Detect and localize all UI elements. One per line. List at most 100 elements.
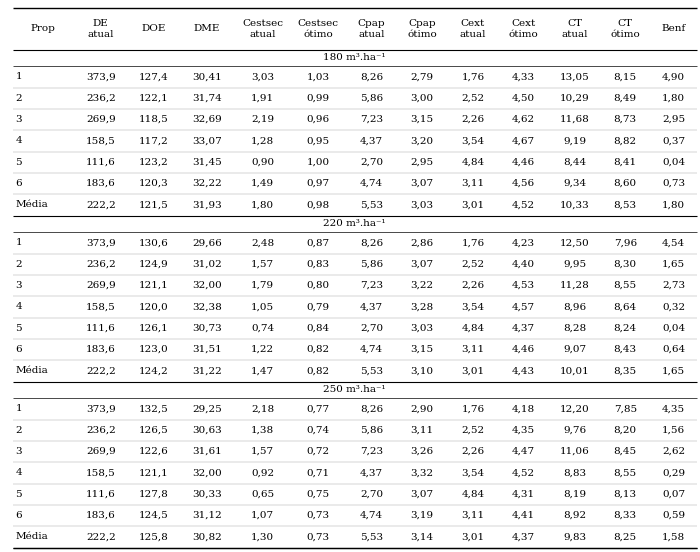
Text: 4,46: 4,46	[512, 345, 536, 354]
Text: 7,23: 7,23	[360, 281, 383, 290]
Text: 130,6: 130,6	[139, 238, 169, 247]
Text: DME: DME	[194, 24, 220, 34]
Text: 1,57: 1,57	[251, 260, 274, 269]
Text: 3,03: 3,03	[251, 72, 274, 81]
Text: 0,99: 0,99	[307, 94, 330, 103]
Text: 1,49: 1,49	[251, 179, 274, 188]
Text: 183,6: 183,6	[86, 179, 116, 188]
Text: 8,55: 8,55	[614, 281, 637, 290]
Text: 3,20: 3,20	[411, 136, 434, 145]
Text: 5,86: 5,86	[360, 260, 383, 269]
Text: 3: 3	[15, 115, 22, 124]
Text: 31,61: 31,61	[193, 447, 222, 456]
Text: 118,5: 118,5	[139, 115, 169, 124]
Text: 123,0: 123,0	[139, 345, 169, 354]
Text: 0,29: 0,29	[662, 469, 685, 477]
Text: 2,70: 2,70	[360, 324, 383, 333]
Text: 236,2: 236,2	[86, 260, 116, 269]
Text: Prop: Prop	[30, 24, 55, 34]
Text: 2,86: 2,86	[411, 238, 434, 247]
Text: 2,70: 2,70	[360, 158, 383, 167]
Text: Cext
atual: Cext atual	[460, 19, 486, 39]
Text: 4,84: 4,84	[461, 324, 484, 333]
Text: 4,47: 4,47	[512, 447, 536, 456]
Text: 4,74: 4,74	[360, 345, 383, 354]
Text: 126,1: 126,1	[139, 324, 169, 333]
Text: Média: Média	[15, 200, 48, 209]
Text: 8,26: 8,26	[360, 72, 383, 81]
Text: 269,9: 269,9	[86, 281, 116, 290]
Text: 7,23: 7,23	[360, 447, 383, 456]
Text: 3,15: 3,15	[411, 345, 434, 354]
Text: 236,2: 236,2	[86, 426, 116, 434]
Text: 0,97: 0,97	[307, 179, 330, 188]
Text: 4,74: 4,74	[360, 179, 383, 188]
Text: 2,95: 2,95	[411, 158, 434, 167]
Text: 5,53: 5,53	[360, 533, 383, 542]
Text: 3,28: 3,28	[411, 302, 434, 311]
Text: 123,2: 123,2	[139, 158, 169, 167]
Text: 0,73: 0,73	[662, 179, 685, 188]
Text: 124,2: 124,2	[139, 367, 169, 375]
Text: 32,00: 32,00	[193, 281, 222, 290]
Text: 11,06: 11,06	[559, 447, 589, 456]
Text: Média: Média	[15, 367, 48, 375]
Text: 3,01: 3,01	[461, 200, 484, 209]
Text: 3,14: 3,14	[411, 533, 434, 542]
Text: 120,3: 120,3	[139, 179, 169, 188]
Text: 0,87: 0,87	[307, 238, 330, 247]
Text: 124,9: 124,9	[139, 260, 169, 269]
Text: 32,22: 32,22	[193, 179, 222, 188]
Text: 1: 1	[15, 238, 22, 247]
Text: 4,33: 4,33	[512, 72, 536, 81]
Text: 121,5: 121,5	[139, 200, 169, 209]
Text: 1,80: 1,80	[662, 200, 685, 209]
Text: 8,43: 8,43	[614, 345, 637, 354]
Text: 7,96: 7,96	[614, 238, 637, 247]
Text: 5,53: 5,53	[360, 200, 383, 209]
Text: 3,01: 3,01	[461, 533, 484, 542]
Text: 0,92: 0,92	[251, 469, 274, 477]
Text: 2,70: 2,70	[360, 490, 383, 498]
Text: 158,5: 158,5	[86, 469, 116, 477]
Text: 269,9: 269,9	[86, 447, 116, 456]
Text: 29,66: 29,66	[193, 238, 222, 247]
Text: 1,00: 1,00	[307, 158, 330, 167]
Text: 3,54: 3,54	[461, 469, 484, 477]
Text: 33,07: 33,07	[193, 136, 222, 145]
Text: 1,56: 1,56	[662, 426, 685, 434]
Text: 3,11: 3,11	[461, 345, 484, 354]
Text: 1,22: 1,22	[251, 345, 274, 354]
Text: 4,41: 4,41	[512, 511, 536, 520]
Text: 111,6: 111,6	[86, 490, 116, 498]
Text: 3,54: 3,54	[461, 136, 484, 145]
Text: 5: 5	[15, 324, 22, 333]
Text: Cestsec
ótimo: Cestsec ótimo	[298, 19, 339, 39]
Text: 0,37: 0,37	[662, 136, 685, 145]
Text: 8,49: 8,49	[614, 94, 637, 103]
Text: 3,11: 3,11	[461, 511, 484, 520]
Text: 9,34: 9,34	[563, 179, 586, 188]
Text: 30,33: 30,33	[193, 490, 222, 498]
Text: 8,15: 8,15	[614, 72, 637, 81]
Text: 32,00: 32,00	[193, 469, 222, 477]
Text: 9,07: 9,07	[563, 345, 586, 354]
Text: 0,04: 0,04	[662, 324, 685, 333]
Text: 0,77: 0,77	[307, 405, 330, 413]
Text: 269,9: 269,9	[86, 115, 116, 124]
Text: Cestsec
atual: Cestsec atual	[242, 19, 284, 39]
Text: 8,53: 8,53	[614, 200, 637, 209]
Text: 2,52: 2,52	[461, 426, 484, 434]
Text: 1: 1	[15, 72, 22, 81]
Text: 1: 1	[15, 405, 22, 413]
Text: 3,54: 3,54	[461, 302, 484, 311]
Text: 4,56: 4,56	[512, 179, 536, 188]
Text: 3,32: 3,32	[411, 469, 434, 477]
Text: 158,5: 158,5	[86, 302, 116, 311]
Text: 8,13: 8,13	[614, 490, 637, 498]
Text: 32,38: 32,38	[193, 302, 222, 311]
Text: 1,38: 1,38	[251, 426, 274, 434]
Text: 3,03: 3,03	[411, 200, 434, 209]
Text: 250 m³.ha⁻¹: 250 m³.ha⁻¹	[323, 385, 386, 394]
Text: 0,83: 0,83	[307, 260, 330, 269]
